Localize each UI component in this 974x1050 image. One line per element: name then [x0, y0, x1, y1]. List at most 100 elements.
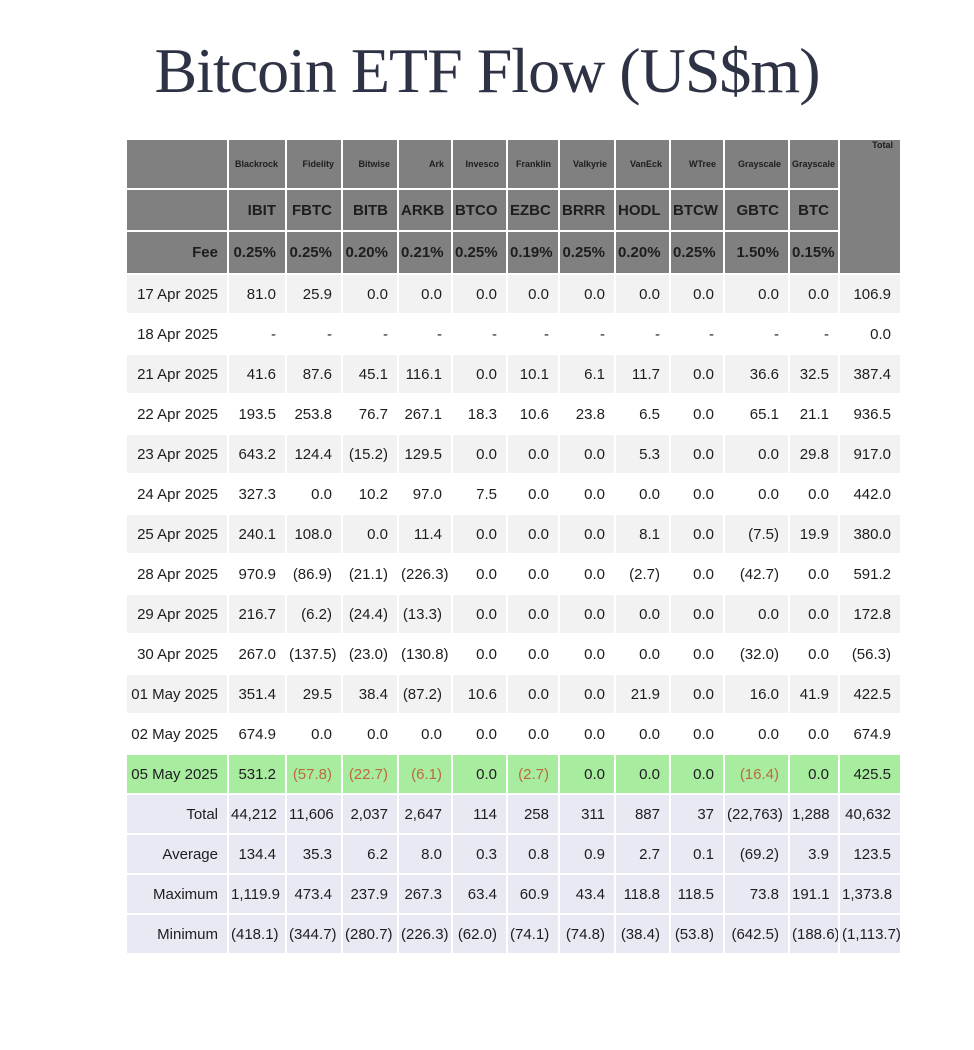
- value-cell: 97.0: [397, 473, 453, 515]
- value-cell: 41.9: [788, 673, 840, 715]
- value-cell: 0.0: [669, 553, 725, 595]
- value-cell: 172.8: [838, 593, 902, 635]
- value-cell: (62.0): [451, 913, 508, 955]
- value-cell: 0.0: [451, 273, 508, 315]
- value-cell: 23.8: [558, 393, 616, 435]
- fee-row-label: Fee: [125, 230, 229, 275]
- date-cell: 25 Apr 2025: [125, 513, 229, 555]
- value-cell: 0.0: [669, 353, 725, 395]
- ticker-header: BITB: [341, 188, 399, 232]
- table-row: 30 Apr 2025 267.0 (137.5) (23.0) (130.8) 0.0 0…: [125, 633, 902, 675]
- value-cell: 8.1: [614, 513, 671, 555]
- provider-header: Bitwise: [341, 138, 399, 190]
- etf-flow-table: Blackrock Fidelity Bitwise Ark Invesco Frankl…: [125, 138, 902, 955]
- value-cell: 2.7: [614, 833, 671, 875]
- value-cell: 0.0: [788, 593, 840, 635]
- value-cell: (188.6): [788, 913, 840, 955]
- value-cell: -: [723, 313, 790, 355]
- summary-label: Maximum: [125, 873, 229, 915]
- value-cell: (23.0): [341, 633, 399, 675]
- ticker-header: IBIT: [227, 188, 287, 232]
- value-cell: -: [669, 313, 725, 355]
- value-cell: 0.0: [558, 713, 616, 755]
- value-cell: -: [341, 313, 399, 355]
- value-cell: 0.0: [614, 273, 671, 315]
- value-cell: 11.4: [397, 513, 453, 555]
- value-cell: 0.0: [614, 633, 671, 675]
- value-cell: 970.9: [227, 553, 287, 595]
- date-cell: 22 Apr 2025: [125, 393, 229, 435]
- value-cell: 0.0: [614, 593, 671, 635]
- date-cell: 28 Apr 2025: [125, 553, 229, 595]
- date-cell: 30 Apr 2025: [125, 633, 229, 675]
- value-cell: 0.0: [669, 473, 725, 515]
- value-cell: (69.2): [723, 833, 790, 875]
- value-cell: 0.0: [451, 633, 508, 675]
- value-cell: 16.0: [723, 673, 790, 715]
- value-cell: 0.0: [788, 473, 840, 515]
- value-cell: -: [227, 313, 287, 355]
- value-cell: 0.0: [558, 473, 616, 515]
- value-cell: 0.0: [669, 433, 725, 475]
- value-cell: 41.6: [227, 353, 287, 395]
- value-cell: 0.0: [723, 473, 790, 515]
- total-column-header: Total: [838, 138, 902, 275]
- value-cell: 0.0: [285, 473, 343, 515]
- value-cell: 0.0: [558, 513, 616, 555]
- value-cell: 0.0: [558, 433, 616, 475]
- table-row: 22 Apr 2025 193.5 253.8 76.7 267.1 18.3 10.6 23…: [125, 393, 902, 435]
- fee-value: 0.15%: [788, 230, 840, 275]
- value-cell: 267.1: [397, 393, 453, 435]
- date-cell: 23 Apr 2025: [125, 433, 229, 475]
- value-cell: (15.2): [341, 433, 399, 475]
- value-cell: 0.0: [614, 713, 671, 755]
- value-cell: 936.5: [838, 393, 902, 435]
- value-cell: (53.8): [669, 913, 725, 955]
- value-cell: 0.0: [669, 393, 725, 435]
- value-cell: 0.1: [669, 833, 725, 875]
- value-cell: 193.5: [227, 393, 287, 435]
- fee-value: 0.25%: [669, 230, 725, 275]
- value-cell: 0.0: [341, 273, 399, 315]
- value-cell: 0.0: [506, 633, 560, 675]
- value-cell: 124.4: [285, 433, 343, 475]
- value-cell: -: [285, 313, 343, 355]
- value-cell: 87.6: [285, 353, 343, 395]
- value-cell: 0.0: [506, 553, 560, 595]
- table-row: 28 Apr 2025 970.9 (86.9) (21.1) (226.3) 0.0 0.…: [125, 553, 902, 595]
- value-cell: 36.6: [723, 353, 790, 395]
- value-cell: (21.1): [341, 553, 399, 595]
- value-cell: 0.0: [788, 273, 840, 315]
- value-cell: 0.0: [451, 553, 508, 595]
- value-cell: 0.0: [341, 513, 399, 555]
- fee-header-row: Fee 0.25% 0.25% 0.20% 0.21% 0.25% 0.19% 0.25% 0.…: [125, 230, 901, 275]
- value-cell: 643.2: [227, 433, 287, 475]
- value-cell: 25.9: [285, 273, 343, 315]
- value-cell: 0.0: [506, 433, 560, 475]
- value-cell: 917.0: [838, 433, 902, 475]
- value-cell: 2,037: [341, 793, 399, 835]
- value-cell: (42.7): [723, 553, 790, 595]
- value-cell: 76.7: [341, 393, 399, 435]
- value-cell: -: [451, 313, 508, 355]
- value-cell: 0.0: [788, 753, 840, 795]
- value-cell: 6.5: [614, 393, 671, 435]
- value-cell: 21.1: [788, 393, 840, 435]
- provider-header: Grayscale: [723, 138, 790, 190]
- value-cell: (24.4): [341, 593, 399, 635]
- summary-row-maximum: Maximum 1,119.9 473.4 237.9 267.3 63.4 60.9 43.…: [125, 873, 902, 915]
- value-cell: 0.0: [723, 713, 790, 755]
- value-cell: 2,647: [397, 793, 453, 835]
- value-cell: 0.0: [558, 673, 616, 715]
- value-cell: 35.3: [285, 833, 343, 875]
- summary-row-average: Average 134.4 35.3 6.2 8.0 0.3 0.8 0.9 2.7 0.1 (69…: [125, 833, 902, 875]
- value-cell: 311: [558, 793, 616, 835]
- value-cell: 191.1: [788, 873, 840, 915]
- summary-label: Average: [125, 833, 229, 875]
- value-cell: (16.4): [723, 753, 790, 795]
- fee-value: 0.21%: [397, 230, 453, 275]
- ticker-header: BTCO: [451, 188, 508, 232]
- value-cell: 0.0: [506, 513, 560, 555]
- provider-header: Grayscale: [788, 138, 840, 190]
- value-cell: 0.3: [451, 833, 508, 875]
